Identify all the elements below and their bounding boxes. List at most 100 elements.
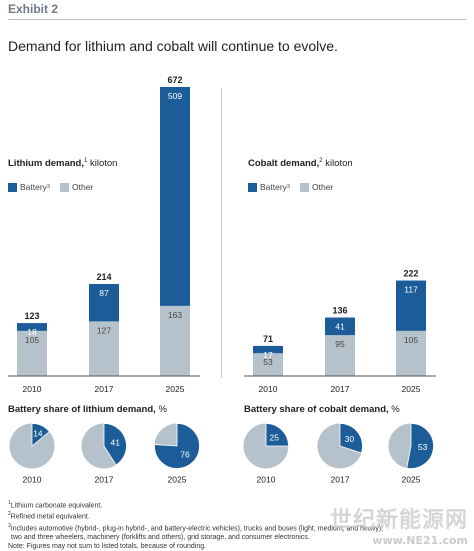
- footnote-3: 3Includes automotive (hybrid-, plug-in h…: [8, 522, 468, 533]
- footnote-2: 2Refined metal equivalent.: [8, 510, 468, 521]
- lithium-label-other-2010: 105: [25, 335, 39, 345]
- lithium-share-pie-year-2017: 2017: [95, 475, 114, 485]
- lithium-share-pie-battery-2025: [154, 423, 200, 469]
- cobalt-share-pie-value-2025: 53: [418, 442, 428, 452]
- top-rule: [8, 19, 466, 20]
- lithium-share-pie-year-2025: 2025: [168, 475, 187, 485]
- cobalt-share-pie-year-2010: 2010: [257, 475, 276, 485]
- lithium-bar-other-2010: [17, 330, 47, 376]
- cobalt-bar-battery-2025: [396, 280, 426, 331]
- lithium-label-battery-2025: 509: [168, 91, 182, 101]
- cobalt-tick-label-2025: 2025: [402, 384, 421, 394]
- legend-battery-footnote: 3: [286, 184, 290, 190]
- footnote-3-marker: 3: [8, 522, 11, 529]
- headline: Demand for lithium and cobalt will conti…: [8, 38, 338, 54]
- watermark-url: www.NE21.com: [372, 534, 468, 547]
- lithium-unit: kiloton: [89, 158, 118, 170]
- lithium-share-title: Battery share of lithium demand, %: [8, 404, 167, 415]
- lithium-bar-battery-2010: [17, 323, 47, 331]
- lithium-label-battery-2017: 87: [99, 288, 109, 298]
- cobalt-share-pie-battery-2025: [406, 423, 434, 469]
- lithium-tick-label-2025: 2025: [166, 384, 185, 394]
- cobalt-chart-title: Cobalt demand,2 kiloton: [248, 158, 353, 169]
- footnote-1: 1Lithium carbonate equivalent.: [8, 499, 468, 510]
- cobalt-bar-other-2017: [325, 335, 355, 376]
- cobalt-label-battery-2017: 41: [335, 322, 345, 332]
- lithium-bar-battery-2025: [160, 87, 190, 306]
- legend-battery-label: Battery: [260, 182, 287, 192]
- cobalt-legend: Battery 3 Other: [248, 182, 333, 192]
- watermark: 世纪新能源网 www.NE21.com: [330, 502, 468, 547]
- cobalt-tick-label-2017: 2017: [331, 384, 350, 394]
- cobalt-share-pie-year-2025: 2025: [402, 475, 421, 485]
- legend-battery-footnote: 3: [46, 184, 50, 190]
- exhibit-label: Exhibit 2: [8, 2, 59, 16]
- footnotes: 1Lithium carbonate equivalent. 2Refined …: [8, 499, 468, 551]
- footnote-note: Note: Figures may not sum to listed tota…: [8, 542, 468, 551]
- cobalt-bar-other-2010: [253, 353, 283, 376]
- lithium-tick-label-2010: 2010: [23, 384, 42, 394]
- lithium-bar-other-2017: [89, 321, 119, 376]
- legend-other-swatch: [60, 182, 69, 192]
- lithium-legend: Battery 3 Other: [8, 182, 93, 192]
- lithium-label-total-2017: 214: [96, 272, 111, 282]
- footnote-1-text: Lithium carbonate equivalent.: [10, 502, 103, 510]
- lithium-label-other-2017: 127: [97, 325, 111, 335]
- legend-battery-swatch: [8, 182, 17, 192]
- cobalt-title-text: Cobalt demand,: [248, 158, 320, 170]
- footnote-1-marker: 1: [8, 500, 11, 506]
- cobalt-share-unit: %: [391, 404, 400, 415]
- cobalt-label-total-2010: 71: [263, 334, 273, 344]
- lithium-title-text: Lithium demand,: [8, 158, 84, 170]
- legend-battery-label: Battery: [20, 182, 47, 192]
- cobalt-tick-label-2010: 2010: [259, 384, 278, 394]
- cobalt-bar-battery-2017: [325, 317, 355, 336]
- lithium-bar-other-2025: [160, 305, 190, 376]
- cobalt-bar-other-2025: [396, 330, 426, 376]
- footnote-2-marker: 2: [8, 511, 11, 518]
- lithium-label-total-2025: 672: [167, 75, 182, 85]
- footnote-2-text: Refined metal equivalent.: [10, 513, 90, 521]
- cobalt-share-pie-year-2017: 2017: [331, 475, 350, 485]
- lithium-title-footnote: 1: [84, 158, 88, 164]
- lithium-share-unit: %: [158, 404, 167, 415]
- legend-other-swatch: [300, 182, 309, 192]
- cobalt-label-total-2025: 222: [403, 269, 418, 279]
- lithium-share-pie-battery-2010: [31, 423, 50, 447]
- cobalt-label-total-2017: 136: [332, 306, 347, 316]
- cobalt-share-pie-value-2010: 25: [270, 433, 280, 443]
- footnote-3-text: Includes automotive (hybrid-, plug-in hy…: [10, 524, 384, 532]
- cobalt-share-pie-battery-2010: [265, 423, 289, 447]
- lithium-share-pie-value-2017: 41: [111, 438, 121, 448]
- panel-divider: [221, 88, 222, 378]
- footnote-note-text: Note: Figures may not sum to listed tota…: [8, 542, 207, 550]
- lithium-chart-title: Lithium demand,1 kiloton: [8, 158, 117, 169]
- cobalt-label-other-2017: 95: [335, 339, 345, 349]
- cobalt-unit: kiloton: [325, 158, 353, 170]
- lithium-share-pie-value-2010: 14: [33, 428, 43, 438]
- lithium-share-pie-year-2010: 2010: [23, 475, 42, 485]
- cobalt-share-pie-value-2017: 30: [345, 434, 355, 444]
- lithium-label-total-2010: 123: [24, 311, 39, 321]
- cobalt-share-pie-battery-2017: [339, 423, 363, 454]
- legend-battery-swatch: [248, 182, 257, 192]
- cobalt-label-battery-2010: 17: [263, 350, 273, 360]
- lithium-bar-battery-2017: [89, 283, 119, 322]
- cobalt-share-title-text: Battery share of cobalt demand,: [244, 404, 389, 415]
- watermark-text: 世纪新能源网: [329, 508, 468, 533]
- cobalt-bar-battery-2010: [253, 345, 283, 354]
- lithium-share-title-text: Battery share of lithium demand,: [8, 404, 156, 415]
- lithium-label-battery-2010: 18: [27, 327, 37, 337]
- footnote-3-continued: two and three wheelers, machinery (forkl…: [8, 533, 468, 542]
- lithium-share-pie-value-2025: 76: [180, 450, 190, 460]
- cobalt-share-title: Battery share of cobalt demand, %: [244, 404, 400, 415]
- legend-other-label: Other: [312, 182, 334, 192]
- cobalt-label-other-2025: 105: [404, 335, 418, 345]
- cobalt-label-battery-2025: 117: [404, 285, 418, 295]
- lithium-label-other-2025: 163: [168, 310, 182, 320]
- lithium-tick-label-2017: 2017: [95, 384, 114, 394]
- cobalt-label-other-2010: 53: [263, 357, 273, 367]
- legend-other-label: Other: [72, 182, 94, 192]
- cobalt-title-footnote: 2: [319, 158, 323, 164]
